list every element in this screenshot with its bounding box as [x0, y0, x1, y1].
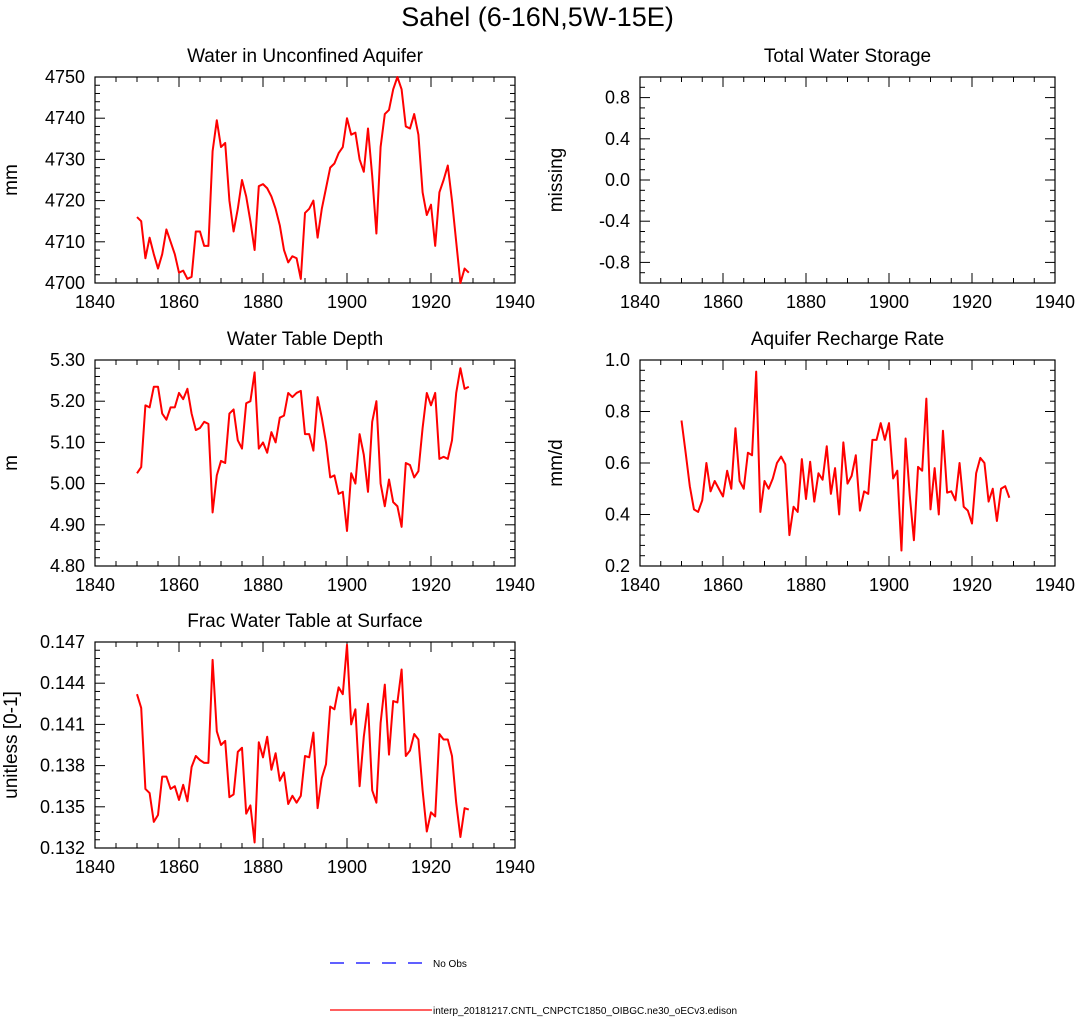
series-line [680, 370, 1011, 552]
panel-water-unconfined-aquifer: Water in Unconfined Aquifer mm 1840 1860 188… [1, 46, 535, 312]
y-axis-label: missing [546, 148, 567, 212]
x-tick-label: 1880 [786, 292, 826, 312]
y-tick-label: -0.4 [599, 211, 630, 231]
y-tick-label: 4720 [45, 191, 85, 211]
x-tick-label: 1940 [1035, 575, 1075, 595]
y-tick-label: 5.00 [50, 474, 85, 494]
y-tick-label: 5.20 [50, 391, 85, 411]
x-tick-label: 1940 [495, 575, 535, 595]
plot-frame [639, 359, 1056, 567]
y-tick-label: 0.144 [40, 673, 85, 693]
x-tick-label: 1880 [786, 575, 826, 595]
y-tick-label: 4.80 [50, 556, 85, 576]
y-tick-label: 4710 [45, 232, 85, 252]
x-tick-label: 1840 [75, 575, 115, 595]
x-tick-label: 1840 [75, 857, 115, 877]
panel-title: Aquifer Recharge Rate [751, 329, 944, 350]
y-tick-label: 0.0 [605, 170, 630, 190]
y-tick-label: 4750 [45, 67, 85, 87]
y-tick-label: 0.6 [605, 453, 630, 473]
panel-aquifer-recharge-rate: Aquifer Recharge Rate mm/d 1840 1860 1880 190… [546, 329, 1075, 595]
x-tick-label: 1860 [159, 575, 199, 595]
legend-model-label: interp_20181217.CNTL_CNPCTC1850_OIBGC.ne… [433, 1006, 737, 1017]
panel-total-water-storage: Total Water Storage missing 1840 1860 1880 19… [546, 46, 1075, 312]
x-tick-label: 1920 [952, 575, 992, 595]
y-axis-label: unitless [0-1] [1, 691, 22, 799]
y-axis-label: mm/d [546, 439, 567, 487]
legend: No Obs interp_20181217.CNTL_CNPCTC1850_O… [330, 959, 737, 1017]
y-tick-label: 0.141 [40, 714, 85, 734]
legend-obs-label: No Obs [433, 959, 467, 970]
x-tick-label: 1900 [869, 292, 909, 312]
x-tick-label: 1880 [243, 292, 283, 312]
x-tick-label: 1860 [703, 292, 743, 312]
panel-title: Water Table Depth [227, 329, 383, 350]
y-tick-label: 5.30 [50, 350, 85, 370]
x-tick-label: 1840 [620, 292, 660, 312]
x-tick-label: 1900 [327, 575, 367, 595]
panel-title: Total Water Storage [764, 46, 931, 67]
x-tick-label: 1940 [495, 292, 535, 312]
series-line [136, 76, 470, 284]
y-axis-label: m [1, 455, 22, 471]
y-tick-label: -0.8 [599, 252, 630, 272]
x-tick-label: 1920 [411, 857, 451, 877]
x-tick-label: 1940 [1035, 292, 1075, 312]
y-tick-label: 1.0 [605, 350, 630, 370]
y-tick-label: 0.4 [605, 505, 630, 525]
x-tick-label: 1840 [75, 292, 115, 312]
x-tick-label: 1900 [869, 575, 909, 595]
plot-frame [94, 76, 516, 284]
panel-water-table-depth: Water Table Depth m 1840 1860 1880 1900 1920 19… [1, 329, 535, 595]
x-tick-label: 1880 [243, 857, 283, 877]
x-tick-label: 1940 [495, 857, 535, 877]
y-tick-label: 0.138 [40, 756, 85, 776]
x-tick-label: 1920 [952, 292, 992, 312]
panel-title: Frac Water Table at Surface [187, 611, 423, 632]
y-axis-label: mm [1, 164, 22, 196]
x-tick-label: 1860 [159, 292, 199, 312]
panel-title: Water in Unconfined Aquifer [187, 46, 424, 67]
x-tick-label: 1900 [327, 292, 367, 312]
y-tick-label: 0.147 [40, 632, 85, 652]
y-tick-label: 0.2 [605, 556, 630, 576]
y-tick-label: 0.4 [605, 129, 630, 149]
plot-frame [94, 641, 516, 849]
y-tick-label: 4740 [45, 108, 85, 128]
series-line [136, 643, 470, 844]
y-tick-label: 4730 [45, 149, 85, 169]
y-tick-label: 0.8 [605, 402, 630, 422]
y-tick-label: 0.135 [40, 797, 85, 817]
x-tick-label: 1900 [327, 857, 367, 877]
y-tick-label: 4.90 [50, 515, 85, 535]
x-tick-label: 1840 [620, 575, 660, 595]
x-tick-label: 1860 [703, 575, 743, 595]
x-tick-label: 1860 [159, 857, 199, 877]
y-tick-label: 0.8 [605, 88, 630, 108]
x-tick-label: 1920 [411, 575, 451, 595]
y-tick-label: 4700 [45, 273, 85, 293]
x-tick-label: 1920 [411, 292, 451, 312]
plot-frame [639, 76, 1056, 284]
panel-frac-water-table-surface: Frac Water Table at Surface unitless [0-1… [1, 611, 535, 877]
figure-title: Sahel (6-16N,5W-15E) [401, 2, 674, 32]
x-tick-label: 1880 [243, 575, 283, 595]
series-line [136, 367, 470, 532]
y-tick-label: 5.10 [50, 432, 85, 452]
y-tick-label: 0.132 [40, 838, 85, 858]
